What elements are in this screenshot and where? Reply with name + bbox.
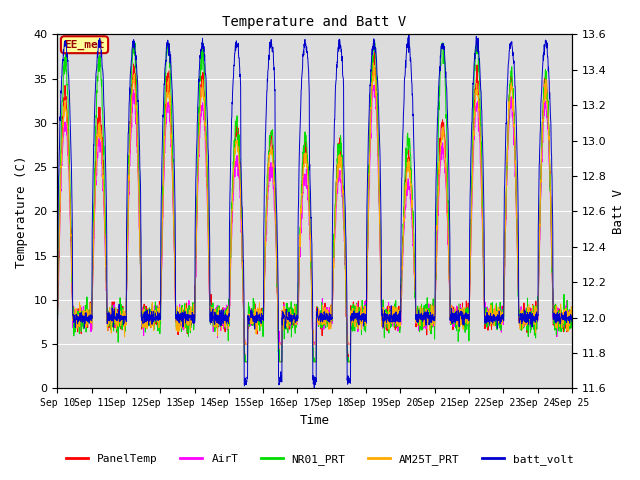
PanelTemp bbox=[241, 359, 248, 365]
AirT bbox=[197, 111, 205, 117]
PanelTemp bbox=[371, 49, 378, 55]
batt_volt bbox=[340, 188, 348, 193]
AM25T_PRT bbox=[568, 314, 576, 320]
AirT bbox=[568, 315, 576, 321]
NR01_PRT bbox=[537, 166, 545, 171]
NR01_PRT bbox=[330, 231, 337, 237]
Title: Temperature and Batt V: Temperature and Batt V bbox=[223, 15, 407, 29]
PanelTemp bbox=[340, 233, 348, 239]
NR01_PRT bbox=[131, 40, 138, 46]
PanelTemp bbox=[54, 311, 61, 317]
PanelTemp bbox=[523, 327, 531, 333]
NR01_PRT bbox=[197, 52, 205, 58]
batt_volt bbox=[523, 319, 531, 324]
AirT bbox=[537, 187, 545, 193]
PanelTemp bbox=[465, 300, 472, 306]
AM25T_PRT bbox=[340, 236, 348, 241]
Line: NR01_PRT: NR01_PRT bbox=[58, 43, 572, 362]
NR01_PRT bbox=[523, 327, 531, 333]
Line: AirT: AirT bbox=[58, 85, 572, 344]
AirT bbox=[371, 83, 379, 88]
AirT bbox=[241, 341, 248, 347]
X-axis label: Time: Time bbox=[300, 414, 330, 427]
NR01_PRT bbox=[341, 225, 349, 230]
AirT bbox=[54, 309, 61, 314]
AM25T_PRT bbox=[369, 60, 377, 66]
PanelTemp bbox=[330, 269, 337, 275]
Line: batt_volt: batt_volt bbox=[58, 35, 572, 389]
AM25T_PRT bbox=[54, 312, 61, 318]
AirT bbox=[523, 314, 531, 320]
PanelTemp bbox=[537, 162, 545, 168]
AM25T_PRT bbox=[465, 310, 472, 316]
AM25T_PRT bbox=[330, 271, 337, 276]
batt_volt bbox=[537, 98, 545, 104]
AirT bbox=[340, 237, 348, 243]
PanelTemp bbox=[197, 92, 205, 97]
Y-axis label: Temperature (C): Temperature (C) bbox=[15, 155, 28, 267]
Legend: PanelTemp, AirT, NR01_PRT, AM25T_PRT, batt_volt: PanelTemp, AirT, NR01_PRT, AM25T_PRT, ba… bbox=[61, 450, 579, 469]
batt_volt bbox=[330, 167, 337, 173]
AM25T_PRT bbox=[523, 311, 531, 316]
batt_volt bbox=[405, 32, 413, 37]
AM25T_PRT bbox=[241, 341, 248, 347]
Line: AM25T_PRT: AM25T_PRT bbox=[58, 63, 572, 344]
NR01_PRT bbox=[465, 314, 472, 320]
AirT bbox=[465, 311, 472, 317]
Line: PanelTemp: PanelTemp bbox=[58, 52, 572, 362]
Y-axis label: Batt V: Batt V bbox=[612, 189, 625, 234]
batt_volt bbox=[568, 319, 576, 324]
NR01_PRT bbox=[241, 359, 248, 365]
batt_volt bbox=[310, 386, 318, 392]
Text: EE_met: EE_met bbox=[64, 40, 105, 50]
batt_volt bbox=[197, 48, 205, 54]
NR01_PRT bbox=[54, 306, 61, 312]
batt_volt bbox=[465, 315, 472, 321]
NR01_PRT bbox=[568, 305, 576, 311]
AM25T_PRT bbox=[197, 94, 205, 100]
PanelTemp bbox=[568, 312, 576, 318]
AM25T_PRT bbox=[537, 179, 545, 185]
AirT bbox=[330, 269, 337, 275]
batt_volt bbox=[54, 315, 61, 321]
